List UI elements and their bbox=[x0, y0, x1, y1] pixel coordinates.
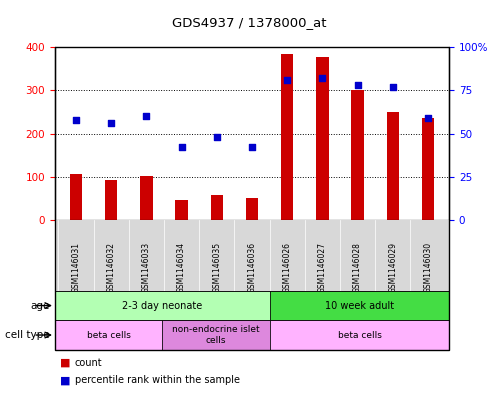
Point bbox=[389, 84, 397, 90]
Bar bbox=[176, 200, 188, 220]
Bar bbox=[422, 119, 434, 220]
Bar bbox=[211, 195, 223, 220]
Bar bbox=[140, 176, 153, 220]
Point bbox=[354, 82, 362, 88]
Text: GDS4937 / 1378000_at: GDS4937 / 1378000_at bbox=[172, 16, 327, 29]
Text: beta cells: beta cells bbox=[87, 331, 131, 340]
Point bbox=[72, 117, 80, 123]
Text: non-endocrine islet
cells: non-endocrine islet cells bbox=[172, 325, 260, 345]
Text: age: age bbox=[30, 301, 50, 310]
Text: percentile rank within the sample: percentile rank within the sample bbox=[75, 375, 240, 385]
Bar bbox=[387, 112, 399, 220]
Bar bbox=[70, 174, 82, 220]
Bar bbox=[270, 291, 449, 320]
Bar bbox=[162, 320, 270, 350]
Point bbox=[178, 144, 186, 151]
Text: count: count bbox=[75, 358, 102, 367]
Point bbox=[107, 120, 115, 127]
Point bbox=[142, 113, 150, 119]
Point bbox=[248, 144, 256, 151]
Bar bbox=[55, 291, 270, 320]
Text: beta cells: beta cells bbox=[337, 331, 381, 340]
Bar bbox=[270, 320, 449, 350]
Bar bbox=[246, 198, 258, 220]
Text: ■: ■ bbox=[60, 375, 70, 385]
Point bbox=[213, 134, 221, 140]
Bar bbox=[351, 90, 364, 220]
Bar bbox=[316, 57, 328, 220]
Point bbox=[283, 77, 291, 83]
Bar bbox=[105, 180, 117, 220]
Text: 10 week adult: 10 week adult bbox=[325, 301, 394, 310]
Point bbox=[424, 115, 432, 121]
Point bbox=[318, 75, 326, 81]
Text: 2-3 day neonate: 2-3 day neonate bbox=[122, 301, 203, 310]
Bar bbox=[281, 53, 293, 220]
Text: cell type: cell type bbox=[5, 330, 50, 340]
Bar bbox=[55, 320, 162, 350]
Text: ■: ■ bbox=[60, 358, 70, 367]
